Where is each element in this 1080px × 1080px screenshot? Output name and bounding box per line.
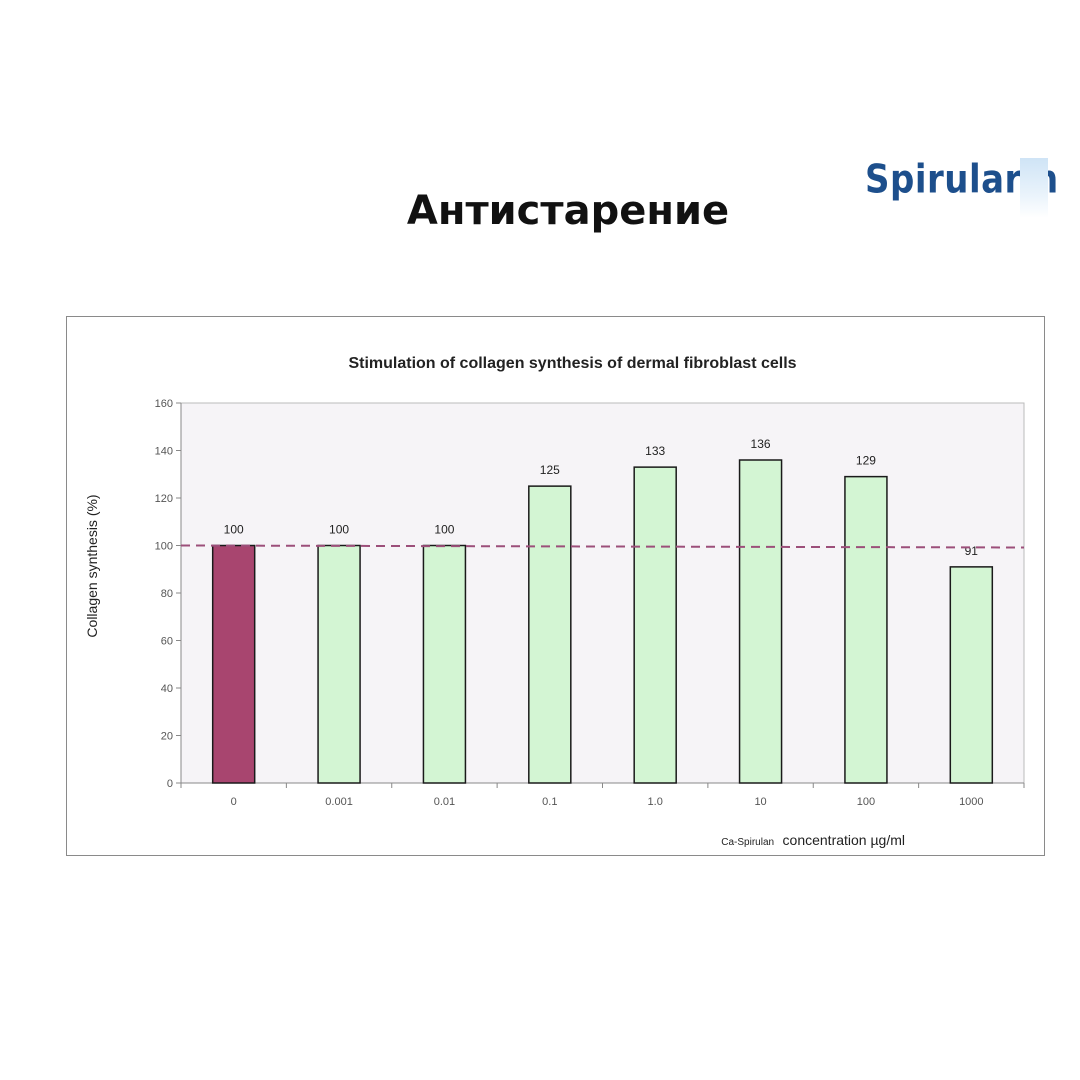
x-tick-label: 1.0: [648, 796, 663, 808]
y-tick-label: 80: [161, 588, 173, 600]
bar-0.01: [422, 544, 467, 784]
y-tick-label: 0: [167, 778, 173, 790]
bar-0.1: [528, 485, 572, 784]
bar-0: [211, 544, 256, 784]
x-tick-label: 0.01: [434, 796, 455, 808]
y-tick-label: 60: [161, 636, 173, 648]
x-tick-label: 1000: [959, 796, 983, 808]
bar-100: [844, 475, 888, 784]
data-label: 125: [540, 463, 560, 477]
bar-0.001: [317, 544, 361, 784]
reference-line-100: [180, 544, 1025, 549]
data-label: 133: [645, 444, 665, 458]
y-tick-label: 120: [155, 493, 173, 505]
bar-1000: [949, 566, 994, 784]
data-label: 100: [434, 523, 454, 537]
data-label: 129: [856, 454, 876, 468]
y-tick-label: 100: [155, 541, 173, 553]
chart-title: Stimulation of collagen synthesis of der…: [348, 355, 797, 372]
logo-fade-decoration: [1020, 158, 1048, 218]
bar-1.0: [633, 466, 677, 784]
x-tick-label: 0.1: [542, 796, 557, 808]
x-tick-label: 0.001: [325, 796, 353, 808]
x-axis-title-main: concentration µg/ml: [783, 832, 905, 848]
data-label: 136: [751, 437, 771, 451]
y-tick-label: 140: [155, 446, 173, 458]
x-tick-label: 0: [231, 796, 237, 808]
bar-10: [738, 459, 783, 784]
y-axis-title: Collagen synthesis (%): [84, 494, 100, 637]
data-label: 100: [329, 523, 349, 537]
x-tick-label: 100: [857, 796, 875, 808]
x-tick-label: 10: [754, 796, 766, 808]
slide-title: Антистарение: [406, 188, 730, 234]
x-axis-title-prefix: Ca-Spirulan: [721, 837, 774, 848]
plot-area: [180, 402, 1025, 784]
y-tick-label: 160: [155, 398, 173, 410]
data-label: 100: [224, 523, 244, 537]
data-label: 91: [965, 544, 979, 558]
y-tick-label: 40: [161, 683, 173, 695]
x-axis-title: Ca-Spirulan concentration µg/ml: [721, 832, 905, 849]
y-tick-label: 20: [161, 731, 173, 743]
